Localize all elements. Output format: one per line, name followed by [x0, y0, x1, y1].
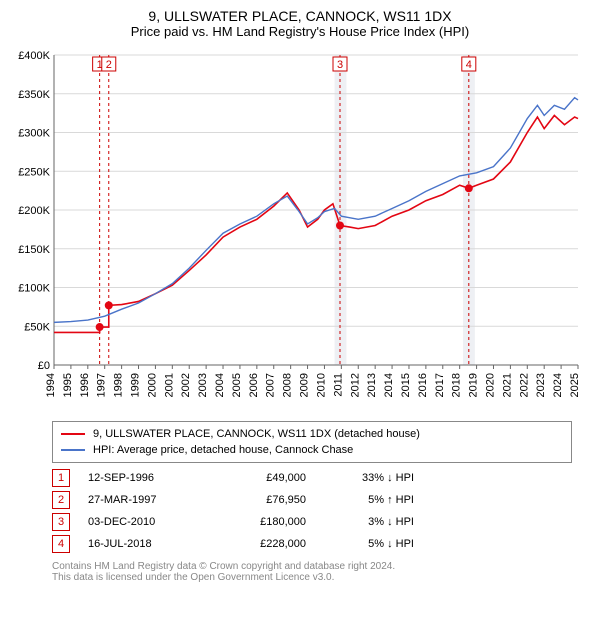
svg-text:£400K: £400K — [18, 50, 50, 62]
svg-text:2005: 2005 — [231, 373, 243, 397]
price-chart: £0 £50K £100K £150K £200K £250K £300K £350K £400… — [8, 45, 592, 415]
event-marker: 1 — [52, 469, 70, 487]
svg-text:2025: 2025 — [569, 373, 581, 397]
svg-text:2002: 2002 — [180, 373, 192, 397]
svg-text:1997: 1997 — [96, 373, 108, 397]
svg-text:2017: 2017 — [434, 373, 446, 397]
event-row: 2 27-MAR-1997 £76,950 5% ↑ HPI — [52, 489, 572, 511]
event-marker: 3 — [52, 513, 70, 531]
footer-line-1: Contains HM Land Registry data © Crown c… — [52, 561, 572, 572]
event-pct: 3% ↓ HPI — [324, 516, 414, 528]
event-date: 12-SEP-1996 — [88, 472, 198, 484]
footer: Contains HM Land Registry data © Crown c… — [52, 561, 572, 583]
svg-text:2012: 2012 — [349, 373, 361, 397]
legend-item: HPI: Average price, detached house, Cann… — [61, 442, 563, 458]
svg-text:£150K: £150K — [18, 244, 50, 256]
svg-text:2018: 2018 — [451, 373, 463, 397]
svg-text:1998: 1998 — [113, 373, 125, 397]
svg-text:2007: 2007 — [265, 373, 277, 397]
event-price: £180,000 — [216, 516, 306, 528]
svg-text:2014: 2014 — [383, 373, 395, 397]
svg-text:2024: 2024 — [552, 373, 564, 397]
event-date: 16-JUL-2018 — [88, 538, 198, 550]
svg-text:2008: 2008 — [282, 373, 294, 397]
event-date: 03-DEC-2010 — [88, 516, 198, 528]
footer-line-2: This data is licensed under the Open Gov… — [52, 572, 572, 583]
event-price: £228,000 — [216, 538, 306, 550]
svg-text:2003: 2003 — [197, 373, 209, 397]
event-row: 1 12-SEP-1996 £49,000 33% ↓ HPI — [52, 467, 572, 489]
event-pct: 5% ↑ HPI — [324, 494, 414, 506]
chart-title: 9, ULLSWATER PLACE, CANNOCK, WS11 1DX — [8, 8, 592, 24]
svg-text:1995: 1995 — [62, 373, 74, 397]
events-table: 112-SEP-1996£49,00033% ↓ HPI227-MAR-1997… — [52, 467, 572, 555]
svg-text:1996: 1996 — [79, 373, 91, 397]
svg-text:2004: 2004 — [214, 373, 226, 397]
legend-swatch — [61, 449, 85, 451]
svg-text:2020: 2020 — [484, 373, 496, 397]
svg-text:£350K: £350K — [18, 89, 50, 101]
svg-text:2016: 2016 — [417, 373, 429, 397]
svg-text:2000: 2000 — [146, 373, 158, 397]
legend: 9, ULLSWATER PLACE, CANNOCK, WS11 1DX (d… — [52, 421, 572, 463]
svg-text:£300K: £300K — [18, 128, 50, 140]
legend-item: 9, ULLSWATER PLACE, CANNOCK, WS11 1DX (d… — [61, 426, 563, 442]
event-marker: 2 — [52, 491, 70, 509]
svg-text:4: 4 — [466, 59, 472, 71]
svg-text:2010: 2010 — [315, 373, 327, 397]
event-pct: 5% ↓ HPI — [324, 538, 414, 550]
event-marker: 4 — [52, 535, 70, 553]
event-price: £76,950 — [216, 494, 306, 506]
event-row: 3 03-DEC-2010 £180,000 3% ↓ HPI — [52, 511, 572, 533]
svg-text:2013: 2013 — [366, 373, 378, 397]
svg-text:£50K: £50K — [24, 321, 50, 333]
svg-text:2023: 2023 — [535, 373, 547, 397]
svg-text:2009: 2009 — [299, 373, 311, 397]
svg-text:2022: 2022 — [518, 373, 530, 397]
svg-text:2019: 2019 — [468, 373, 480, 397]
event-date: 27-MAR-1997 — [88, 494, 198, 506]
event-price: £49,000 — [216, 472, 306, 484]
svg-text:2: 2 — [106, 59, 112, 71]
legend-label: HPI: Average price, detached house, Cann… — [93, 444, 353, 456]
event-row: 4 16-JUL-2018 £228,000 5% ↓ HPI — [52, 533, 572, 555]
svg-text:2006: 2006 — [248, 373, 260, 397]
svg-text:1999: 1999 — [130, 373, 142, 397]
svg-text:2011: 2011 — [332, 373, 344, 397]
svg-text:£200K: £200K — [18, 205, 50, 217]
svg-text:£0: £0 — [38, 360, 50, 372]
svg-text:2001: 2001 — [163, 373, 175, 397]
svg-text:3: 3 — [337, 59, 343, 71]
svg-text:£250K: £250K — [18, 166, 50, 178]
svg-text:1994: 1994 — [45, 373, 57, 397]
svg-text:£100K: £100K — [18, 283, 50, 295]
svg-text:2015: 2015 — [400, 373, 412, 397]
legend-label: 9, ULLSWATER PLACE, CANNOCK, WS11 1DX (d… — [93, 428, 420, 440]
chart-subtitle: Price paid vs. HM Land Registry's House … — [8, 24, 592, 39]
svg-text:2021: 2021 — [501, 373, 513, 397]
legend-swatch — [61, 433, 85, 435]
event-pct: 33% ↓ HPI — [324, 472, 414, 484]
